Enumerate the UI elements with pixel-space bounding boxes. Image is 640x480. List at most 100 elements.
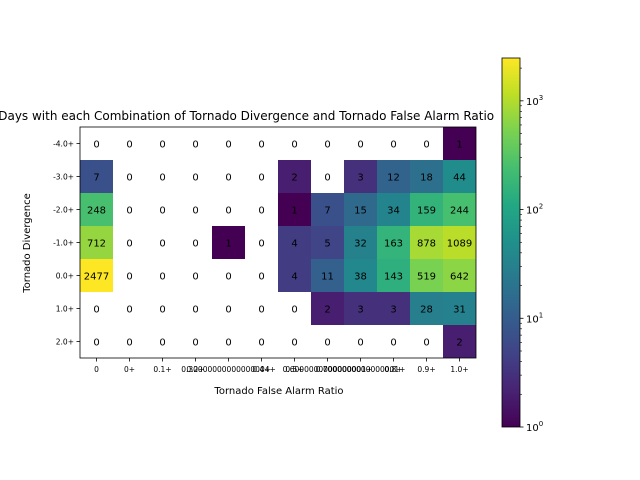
heatmap-cell <box>278 160 311 193</box>
x-axis-label: Tornado False Alarm Ratio <box>213 386 343 397</box>
cell-value-label: 0 <box>93 140 99 151</box>
cell-value-label: 0 <box>192 305 198 316</box>
cell-value-label: 0 <box>192 206 198 217</box>
y-tick-label: -4.0+ <box>53 140 74 149</box>
heatmap-cell <box>80 259 113 292</box>
heatmap-cell <box>311 193 344 226</box>
cell-value-label: 3 <box>357 305 363 316</box>
cell-value-label: 163 <box>384 239 403 250</box>
heatmap-cell <box>377 160 410 193</box>
heatmap-cell <box>443 226 476 259</box>
colorbar-tick-label: 101 <box>526 311 543 325</box>
heatmap-cell <box>410 193 443 226</box>
cell-value-label: 0 <box>126 272 132 283</box>
heatmap-cell <box>344 226 377 259</box>
cell-value-label: 0 <box>192 272 198 283</box>
y-tick-label: 1.0+ <box>56 305 74 314</box>
heatmap-cell <box>443 292 476 325</box>
x-tick-label: 0.9+ <box>417 365 435 374</box>
cell-value-label: 0 <box>93 305 99 316</box>
cell-value-label: 0 <box>324 173 330 184</box>
colorbar-tick-label: 100 <box>526 420 543 434</box>
heatmap-cell <box>443 259 476 292</box>
cell-value-label: 0 <box>192 140 198 151</box>
cell-value-label: 0 <box>126 305 132 316</box>
cell-value-label: 5 <box>324 239 330 250</box>
cell-value-label: 32 <box>354 239 367 250</box>
cell-value-label: 712 <box>87 239 106 250</box>
heatmap-cell <box>80 193 113 226</box>
cell-value-label: 2477 <box>84 272 109 283</box>
cell-value-label: 31 <box>453 305 466 316</box>
cell-value-label: 0 <box>126 140 132 151</box>
cell-value-label: 0 <box>258 173 264 184</box>
cell-value-label: 159 <box>417 206 436 217</box>
heatmap-cell <box>443 325 476 358</box>
cell-value-label: 0 <box>225 272 231 283</box>
cell-value-label: 0 <box>225 140 231 151</box>
y-tick-label: 2.0+ <box>56 338 74 347</box>
cell-value-label: 0 <box>225 206 231 217</box>
cell-value-label: 878 <box>417 239 436 250</box>
heatmap-cell <box>443 160 476 193</box>
cell-value-label: 0 <box>192 338 198 349</box>
heatmap-cell <box>410 160 443 193</box>
cell-value-label: 7 <box>324 206 330 217</box>
cell-value-label: 0 <box>126 173 132 184</box>
cell-value-label: 0 <box>126 206 132 217</box>
cell-value-label: 38 <box>354 272 367 283</box>
heatmap-cell <box>410 259 443 292</box>
cell-value-label: 2 <box>456 338 462 349</box>
cell-value-label: 0 <box>126 338 132 349</box>
cell-value-label: 1 <box>225 239 231 250</box>
cell-value-label: 0 <box>423 140 429 151</box>
x-tick-label: 0.6000000000000001+ <box>283 365 373 374</box>
heatmap-cell <box>377 292 410 325</box>
cell-value-label: 519 <box>417 272 436 283</box>
cell-value-label: 0 <box>291 305 297 316</box>
chart-title: 2002 Days with each Combination of Torna… <box>0 109 494 123</box>
cell-value-label: 2 <box>291 173 297 184</box>
heatmap-cell <box>410 292 443 325</box>
cell-value-label: 0 <box>357 140 363 151</box>
cell-value-label: 0 <box>225 173 231 184</box>
y-tick-label: 0.0+ <box>56 272 74 281</box>
cell-value-label: 0 <box>258 272 264 283</box>
cell-value-label: 0 <box>159 140 165 151</box>
cell-value-label: 0 <box>291 338 297 349</box>
x-tick-label: 0.4+ <box>252 365 270 374</box>
heatmap-cell <box>278 259 311 292</box>
x-tick-label: 0.2+ <box>186 365 204 374</box>
x-tick-label: 0.1+ <box>153 365 171 374</box>
y-tick-label: -1.0+ <box>53 239 74 248</box>
colorbar-tick-label: 103 <box>526 94 543 108</box>
cell-value-label: 7 <box>93 173 99 184</box>
cell-value-label: 0 <box>390 140 396 151</box>
cell-value-label: 642 <box>450 272 469 283</box>
heatmap-cell <box>443 127 476 160</box>
cell-value-label: 12 <box>387 173 400 184</box>
x-tick-label: 0.30000000000000004+ <box>181 365 276 374</box>
x-tick-label: 0+ <box>124 365 135 374</box>
heatmap-cell <box>278 226 311 259</box>
heatmap-cell <box>344 259 377 292</box>
cell-value-label: 0 <box>126 239 132 250</box>
heatmap-cell <box>443 193 476 226</box>
y-tick-label: -3.0+ <box>53 173 74 182</box>
y-tick-label: -2.0+ <box>53 206 74 215</box>
y-axis-label: Tornado Divergence <box>22 193 33 294</box>
cell-value-label: 15 <box>354 206 367 217</box>
heatmap-cell <box>410 226 443 259</box>
cell-value-label: 1089 <box>447 239 472 250</box>
cell-value-label: 1 <box>291 206 297 217</box>
heatmap-cell <box>344 193 377 226</box>
cell-value-label: 0 <box>390 338 396 349</box>
cell-value-label: 0 <box>258 140 264 151</box>
cell-value-label: 0 <box>423 338 429 349</box>
x-tick-label: 0.8+ <box>384 365 402 374</box>
cell-value-label: 0 <box>258 239 264 250</box>
cell-value-label: 0 <box>324 338 330 349</box>
colorbar-tick-label: 102 <box>526 203 543 217</box>
cell-value-label: 0 <box>357 338 363 349</box>
